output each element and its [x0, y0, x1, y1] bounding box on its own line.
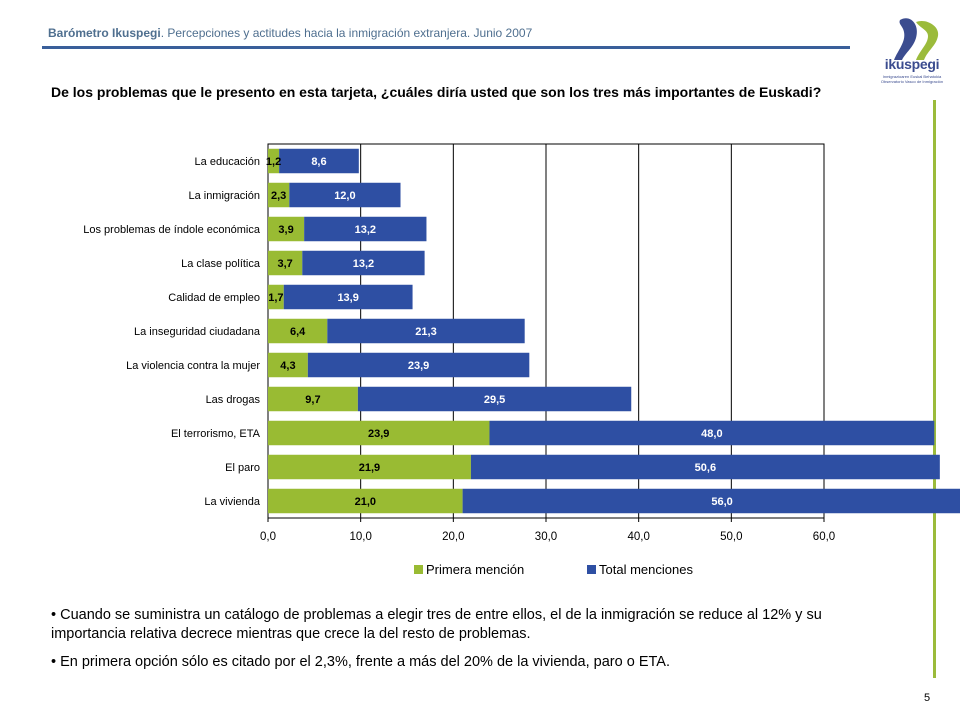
bar-total-menciones	[470, 454, 940, 480]
bar-total-menciones	[327, 318, 525, 344]
data-label-primera: 3,7	[277, 258, 292, 270]
data-label-total: 13,2	[355, 224, 376, 236]
category-label: Las drogas	[206, 394, 261, 406]
category-label: El paro	[225, 462, 260, 474]
category-label: La inmigración	[188, 190, 260, 202]
data-label-primera: 4,3	[280, 360, 295, 372]
data-label-primera: 2,3	[271, 190, 286, 202]
data-label-primera: 1,7	[268, 292, 283, 304]
bullet-list: • Cuando se suministra un catálogo de pr…	[51, 606, 851, 681]
bar-total-menciones	[283, 284, 413, 310]
x-tick-label: 0,0	[260, 531, 276, 543]
bar-primera-mencion	[268, 250, 303, 276]
bar-total-menciones	[489, 420, 935, 446]
data-label-primera: 21,0	[355, 496, 376, 508]
data-label-total: 13,2	[353, 258, 374, 270]
category-label: La clase política	[181, 258, 261, 270]
data-label-total: 48,0	[701, 428, 722, 440]
bar-primera-mencion	[268, 148, 280, 174]
data-label-total: 29,5	[484, 394, 505, 406]
bar-primera-mencion	[268, 386, 358, 412]
header-brand: Barómetro Ikuspegi	[48, 26, 161, 40]
x-tick-label: 10,0	[349, 531, 371, 543]
legend-swatch-total	[587, 565, 596, 574]
x-tick-label: 50,0	[720, 531, 742, 543]
bar-primera-mencion	[268, 284, 284, 310]
x-tick-label: 60,0	[813, 531, 835, 543]
bar-total-menciones	[279, 148, 359, 174]
data-label-primera: 6,4	[290, 326, 306, 338]
header-subtitle: . Percepciones y actitudes hacia la inmi…	[160, 26, 533, 40]
category-label: El terrorismo, ETA	[171, 428, 261, 440]
data-label-total: 21,3	[415, 326, 436, 338]
category-label: La educación	[195, 156, 260, 168]
data-label-primera: 23,9	[368, 428, 389, 440]
bar-total-menciones	[357, 386, 632, 412]
bar-primera-mencion	[268, 182, 290, 208]
legend-swatch-primera	[414, 565, 423, 574]
bullet-item: • Cuando se suministra un catálogo de pr…	[51, 607, 822, 642]
data-label-primera: 1,2	[266, 156, 281, 168]
x-tick-label: 40,0	[627, 531, 649, 543]
logo-word: ikuspegi	[884, 56, 940, 72]
data-label-total: 8,6	[311, 156, 326, 168]
data-label-total: 23,9	[408, 360, 429, 372]
x-tick-label: 30,0	[535, 531, 557, 543]
bar-total-menciones	[289, 182, 401, 208]
bullet-item: • En primera opción sólo es citado por e…	[51, 654, 670, 670]
category-label: Calidad de empleo	[168, 292, 260, 304]
question-text: De los problemas que le presento en esta…	[51, 84, 822, 100]
ikuspegi-logo-icon	[894, 18, 939, 60]
bar-primera-mencion	[268, 488, 463, 514]
bar-total-menciones	[307, 352, 530, 378]
bar-total-menciones	[302, 250, 425, 276]
x-tick-label: 20,0	[442, 531, 464, 543]
side-rule	[933, 100, 936, 678]
data-label-primera: 21,9	[359, 462, 380, 474]
data-label-primera: 9,7	[305, 394, 320, 406]
legend-label-total: Total menciones	[599, 562, 693, 577]
data-label-total: 12,0	[334, 190, 355, 202]
bar-primera-mencion	[268, 318, 328, 344]
category-label: La vivienda	[204, 496, 261, 508]
bar-primera-mencion	[268, 454, 471, 480]
bar-total-menciones	[304, 216, 427, 242]
bar-primera-mencion	[268, 352, 308, 378]
category-label: Los problemas de índole económica	[83, 224, 261, 236]
category-label: La inseguridad ciudadana	[134, 326, 261, 338]
page-number: 5	[924, 692, 931, 704]
header-rule	[42, 46, 850, 49]
data-label-total: 50,6	[695, 462, 716, 474]
header-title: Barómetro Ikuspegi. Percepciones y actit…	[48, 26, 532, 40]
data-label-total: 13,9	[337, 292, 358, 304]
legend-label-primera: Primera mención	[426, 562, 524, 577]
data-label-total: 56,0	[711, 496, 732, 508]
category-label: La violencia contra la mujer	[126, 360, 260, 372]
logo-subline-1: Inmigrazioaren Euskal Behatokia	[882, 74, 942, 79]
data-label-primera: 3,9	[278, 224, 293, 236]
bar-primera-mencion	[268, 420, 490, 446]
bar-primera-mencion	[268, 216, 305, 242]
bar-total-menciones	[462, 488, 960, 514]
logo-subline-2: Observatorio Vasco de Inmigración	[880, 79, 944, 84]
logo-subtitle: Inmigrazioaren Euskal Behatokia Observato…	[880, 74, 944, 84]
